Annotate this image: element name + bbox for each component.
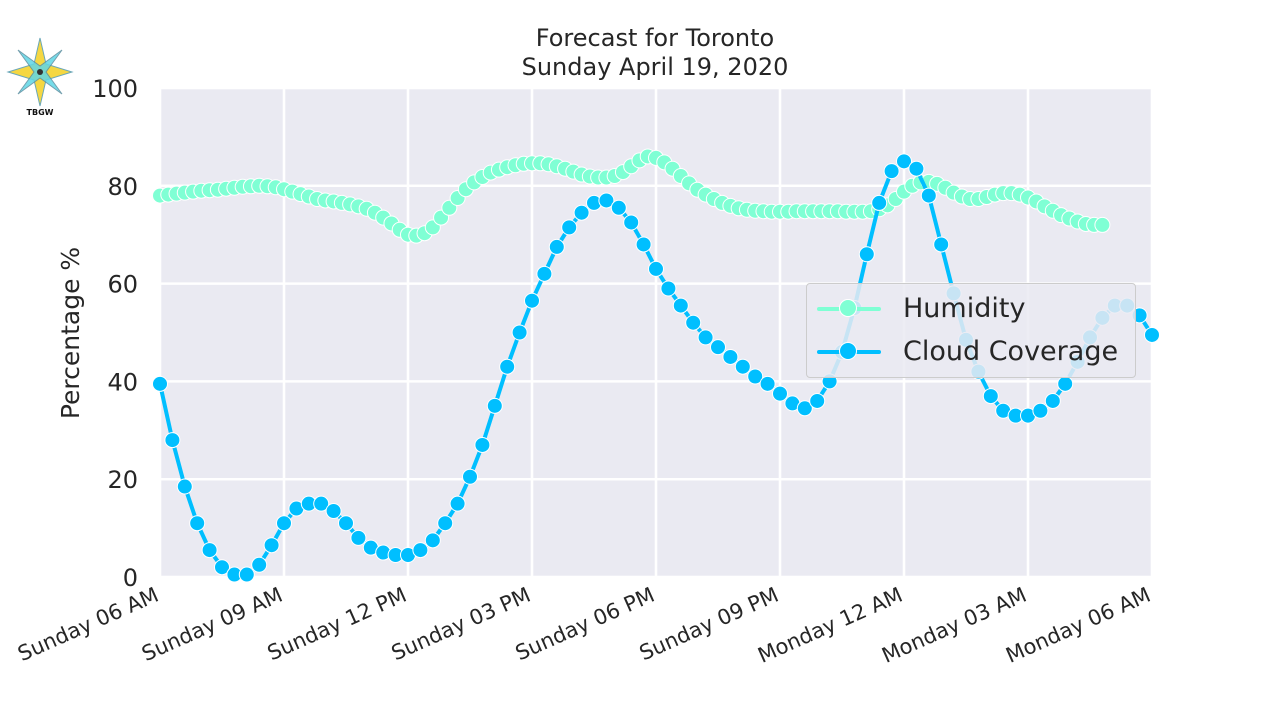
data-point [238,566,255,583]
data-point [1094,216,1111,233]
data-point [524,292,540,309]
data-point [189,515,206,532]
data-point [635,236,652,253]
data-point [424,532,441,549]
data-point [685,314,702,331]
data-point [437,515,454,532]
legend-item-humidity: Humidity [807,288,1135,328]
data-point [573,204,590,221]
data-point [610,199,627,216]
data-point [251,556,268,573]
data-point [871,194,888,211]
legend-label: Cloud Coverage [903,336,1119,367]
data-point [672,297,689,314]
data-point [152,375,168,392]
data-point [796,400,813,417]
y-tick-label: 0 [123,564,138,592]
data-point [486,397,503,414]
data-point [920,187,937,204]
data-point [449,495,466,512]
data-point [759,375,776,392]
series-1 [152,153,1160,583]
tbgw-logo: TBGW [4,36,76,122]
data-point [462,468,478,485]
data-point [1057,375,1074,392]
data-point [623,214,640,231]
legend-item-cloud-coverage: Cloud Coverage [807,331,1135,371]
data-point [201,542,218,559]
legend-label: Humidity [903,293,1026,324]
data-point [511,324,528,341]
legend-swatch-marker [839,299,857,317]
y-tick-label: 80 [107,173,138,201]
logo-text: TBGW [26,108,54,117]
data-point [660,280,677,297]
data-point [697,329,714,346]
data-point [474,436,491,453]
legend-swatch-marker [839,342,857,360]
data-point [561,219,578,236]
x-tick-label: Sunday 03 PM [388,583,534,666]
data-point [1144,326,1160,343]
data-point [313,495,330,512]
data-point [858,246,875,263]
data-point [1044,392,1061,409]
data-point [1032,402,1049,419]
data-point [933,236,950,253]
y-tick-label: 100 [92,75,138,103]
x-tick-label: Sunday 06 AM [14,583,162,666]
data-point [499,358,516,375]
data-point [338,515,354,532]
data-point [548,238,565,255]
y-tick-label: 20 [107,466,138,494]
data-point [164,432,181,449]
x-tick-label: Sunday 06 PM [512,583,658,666]
y-axis-label: Percentage % [56,247,85,419]
data-point [747,368,764,385]
chart-title: Forecast for Toronto [535,24,775,52]
data-point [412,542,429,559]
data-point [263,537,280,554]
data-point [883,163,900,180]
x-tick-label: Sunday 09 AM [138,583,286,666]
data-point [710,339,726,356]
data-point [982,388,999,405]
data-point [176,478,193,495]
data-point [325,502,342,519]
star-icon [6,37,74,107]
chart-subtitle: Sunday April 19, 2020 [521,53,789,81]
data-point [214,559,230,576]
data-point [722,348,739,365]
data-point [896,153,912,170]
data-point [772,385,788,402]
data-point [598,192,615,209]
y-tick-labels: 0 20 40 60 80 100 [92,75,138,592]
data-point [276,515,292,532]
data-point [648,260,664,277]
data-point [908,160,925,177]
data-point [809,392,826,409]
data-point [350,529,367,546]
y-tick-label: 40 [107,368,138,396]
series-0 [152,148,1111,244]
y-tick-label: 60 [107,271,138,299]
data-point [734,358,751,375]
legend: Humidity Cloud Coverage [806,283,1136,378]
series-layer [152,148,1160,583]
x-tick-label: Sunday 12 PM [264,583,410,666]
data-point [536,265,553,282]
